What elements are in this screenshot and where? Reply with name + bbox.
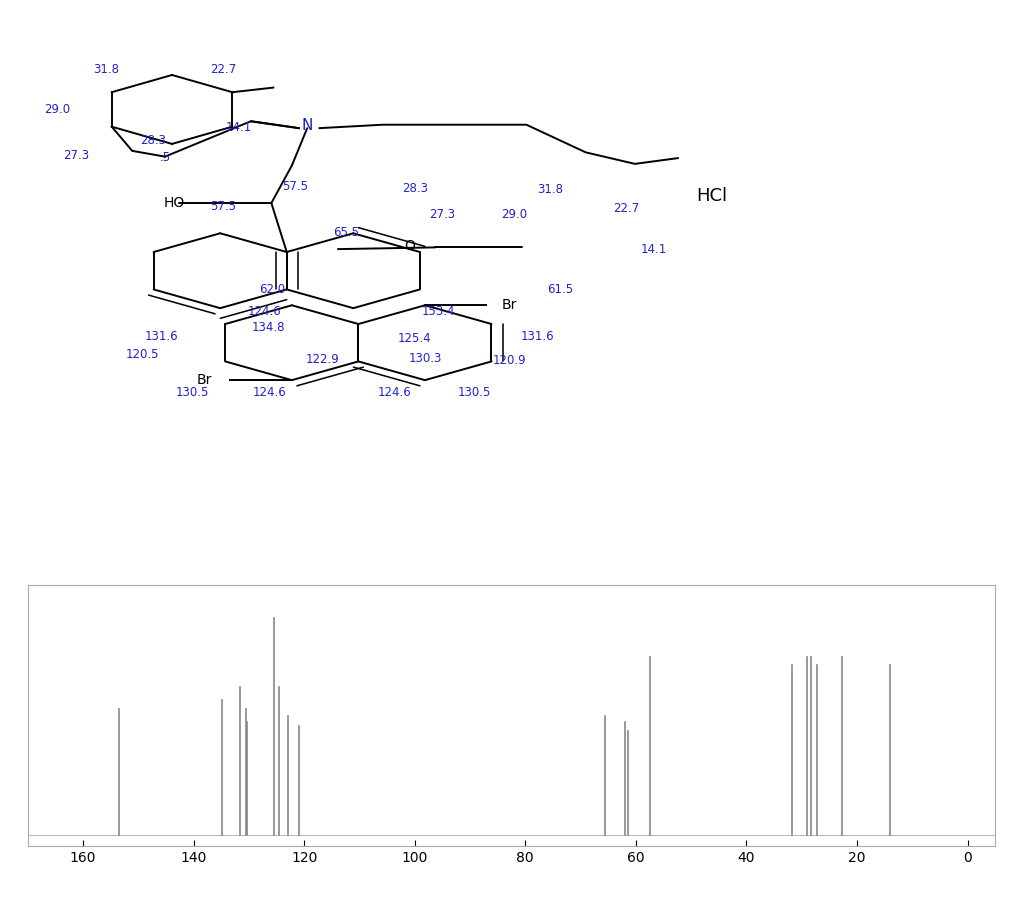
Text: Br: Br [197,374,213,387]
Text: 124.6: 124.6 [248,304,281,318]
Text: 29.0: 29.0 [501,208,527,220]
Text: HO: HO [164,196,184,210]
Text: 14.1: 14.1 [225,122,252,134]
Text: 31.8: 31.8 [537,183,563,196]
Text: O: O [404,239,415,253]
Text: 14.1: 14.1 [640,244,667,256]
Text: N: N [301,118,313,133]
Text: 130.5: 130.5 [458,386,490,400]
Text: 22.7: 22.7 [613,202,640,215]
Text: 62.0: 62.0 [259,283,286,296]
Text: 65.5: 65.5 [333,226,359,239]
Text: 28.3: 28.3 [401,182,428,195]
Text: 27.3: 27.3 [429,208,456,220]
Text: 131.6: 131.6 [145,330,178,344]
Text: .5: .5 [160,150,170,164]
Text: 120.9: 120.9 [494,354,526,367]
Text: 29.0: 29.0 [44,103,71,116]
Text: 131.6: 131.6 [521,330,554,344]
Text: 134.8: 134.8 [252,320,285,334]
Text: 28.3: 28.3 [140,134,167,147]
Text: 124.6: 124.6 [378,386,411,400]
Text: 153.4: 153.4 [422,304,455,318]
Text: Br: Br [501,298,517,312]
Text: 120.5: 120.5 [126,347,159,361]
Text: 57.5: 57.5 [210,200,237,212]
Text: 125.4: 125.4 [398,332,431,346]
Text: 61.5: 61.5 [547,283,573,296]
Text: 130.3: 130.3 [409,352,441,365]
Text: 57.5: 57.5 [282,180,308,194]
Text: 22.7: 22.7 [210,63,237,76]
Text: 31.8: 31.8 [93,63,120,76]
Text: 124.6: 124.6 [253,386,286,400]
Text: 130.5: 130.5 [176,386,209,400]
Text: 122.9: 122.9 [306,353,339,366]
Text: 27.3: 27.3 [62,149,89,162]
Text: HCl: HCl [696,187,727,205]
